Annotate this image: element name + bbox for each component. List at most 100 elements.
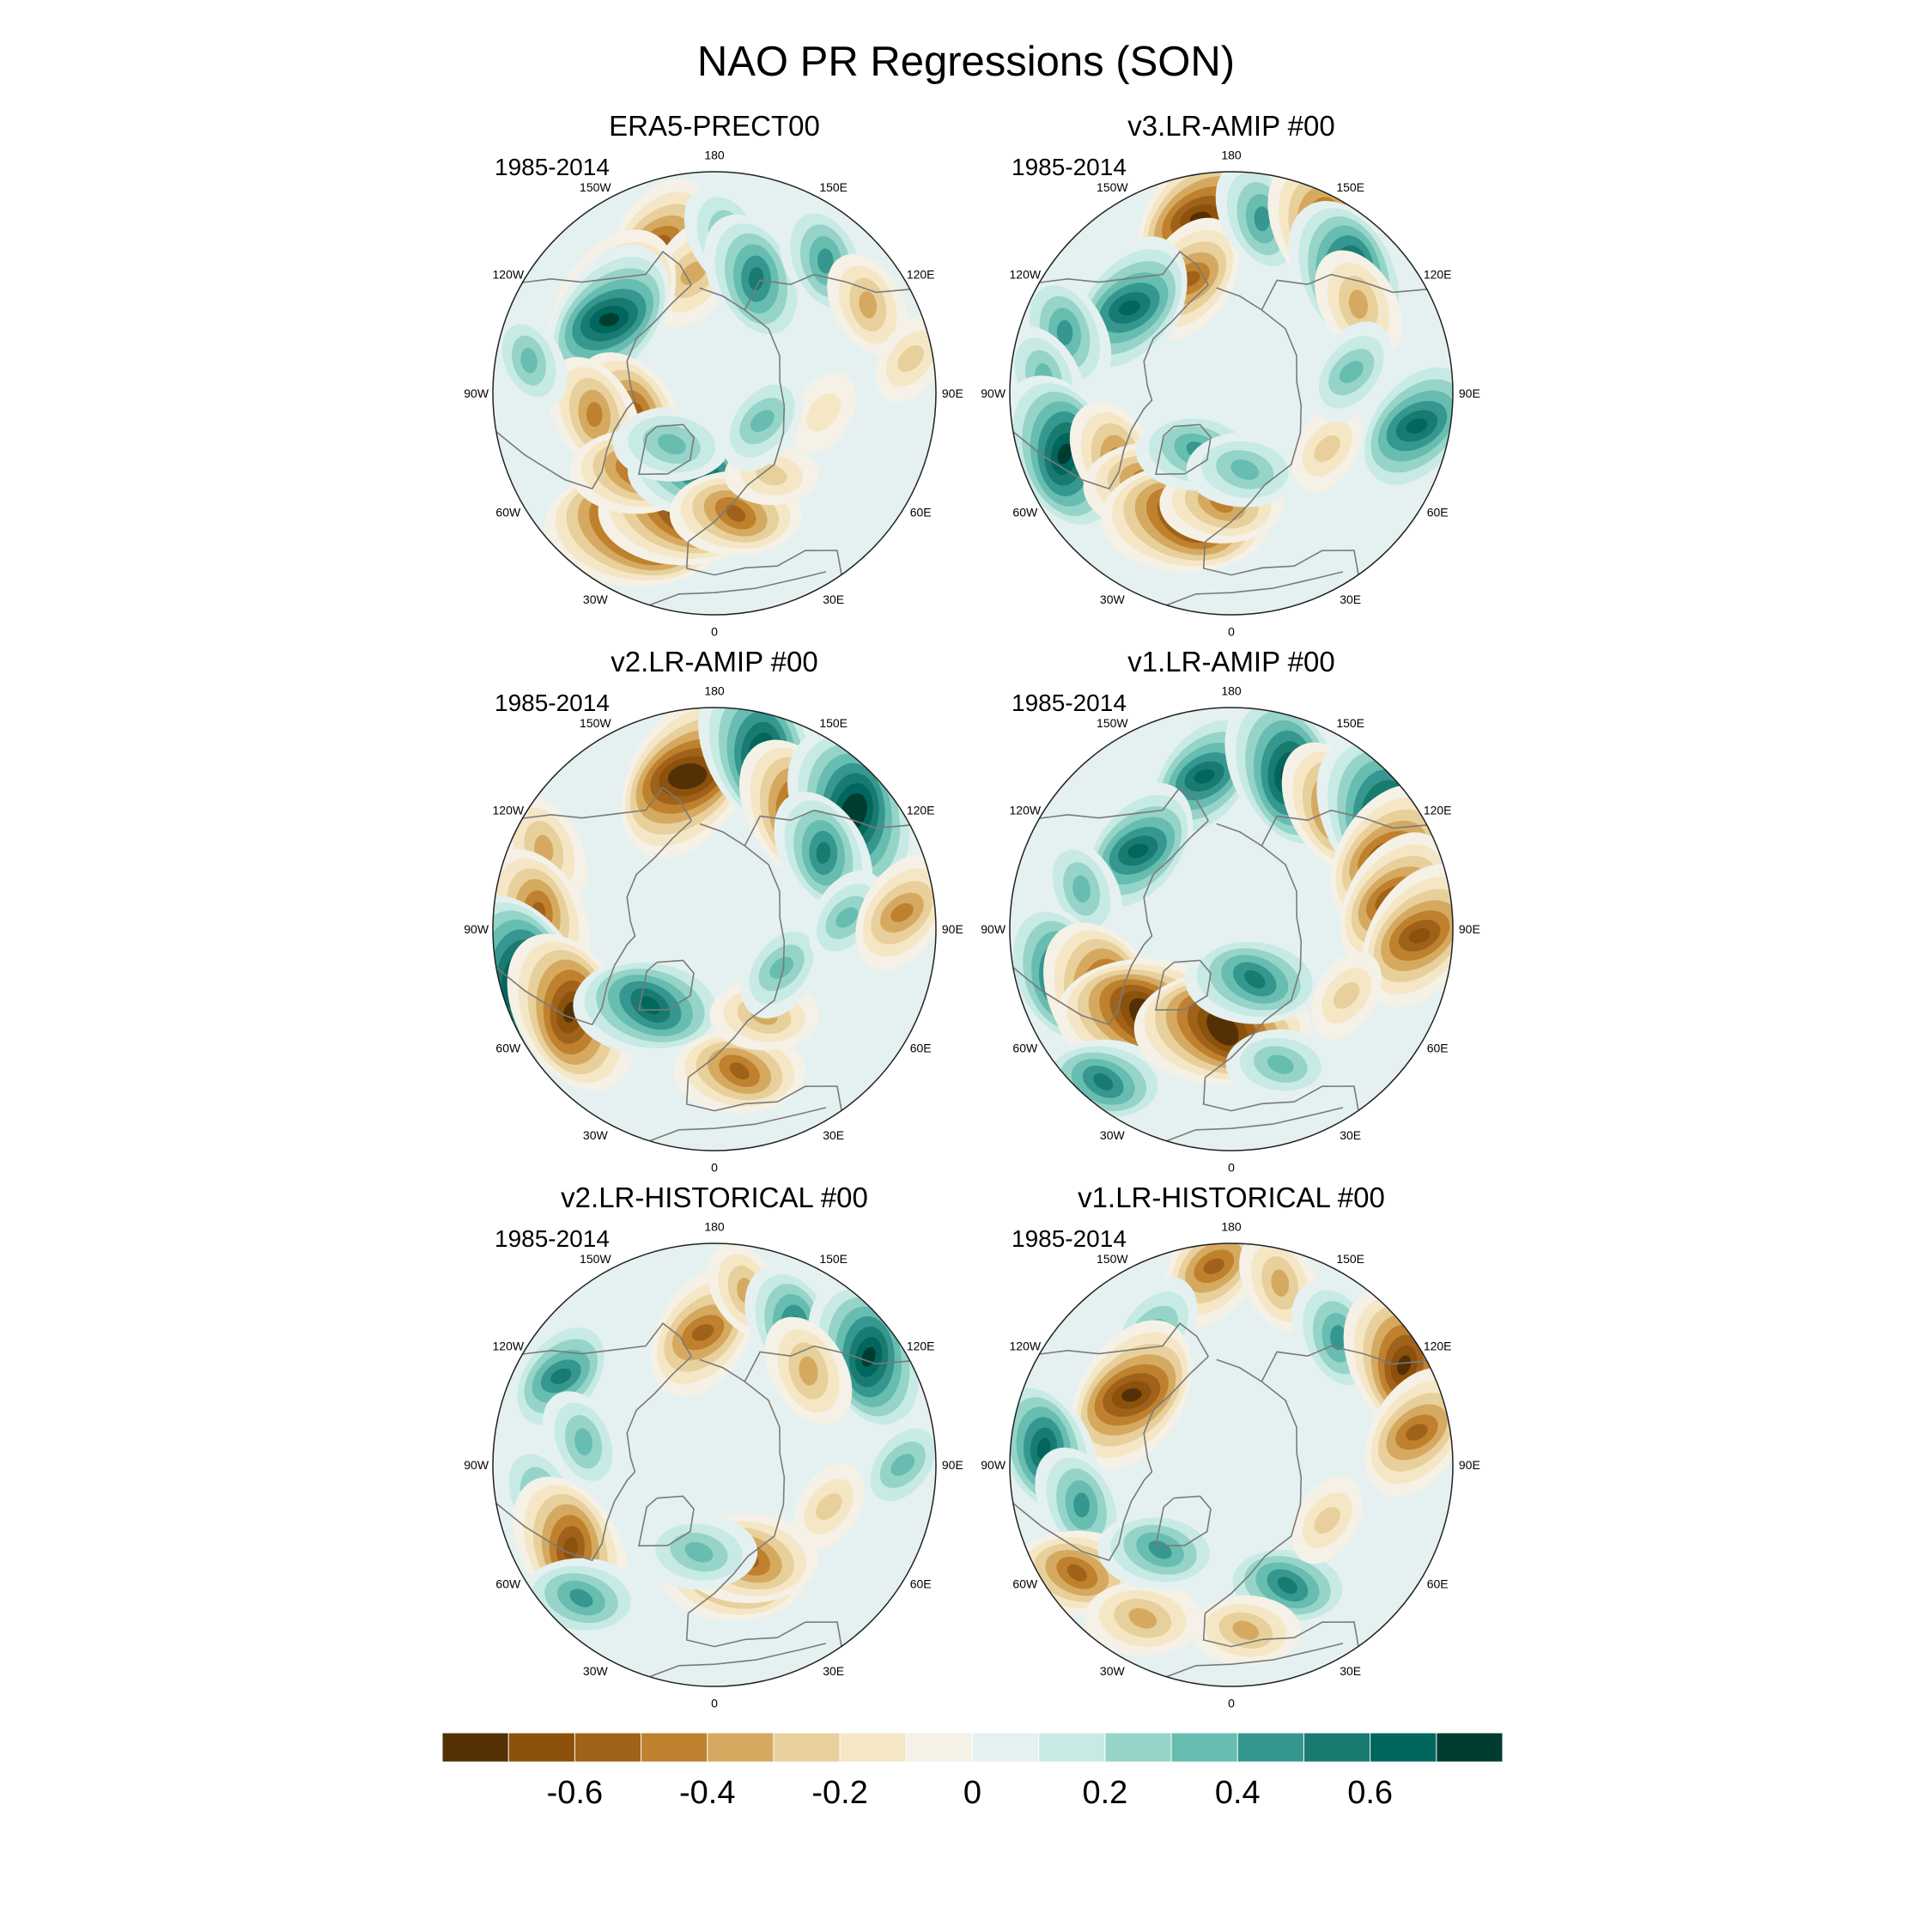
longitude-label: 120W <box>1010 267 1042 281</box>
coastline <box>1202 541 1359 576</box>
longitude-label: 60E <box>910 1042 932 1055</box>
coastline <box>649 571 827 606</box>
longitude-label: 90W <box>464 1458 489 1472</box>
longitude-label: 120W <box>1010 803 1042 817</box>
longitude-label: 0 <box>711 624 718 638</box>
longitude-label: 60W <box>495 1042 521 1055</box>
period-label: 1985-2014 <box>1012 154 1127 180</box>
longitude-label: 150W <box>1097 716 1128 730</box>
longitude-label: 30W <box>1100 1128 1126 1142</box>
longitude-label: 150E <box>1336 180 1364 194</box>
longitude-label: 60W <box>495 1577 521 1591</box>
longitude-label: 150W <box>1097 1252 1128 1266</box>
longitude-label: 90E <box>942 1458 963 1472</box>
coastline <box>1012 820 1209 1026</box>
anomaly-contour <box>1128 1607 1157 1629</box>
anomaly-contour <box>657 434 686 455</box>
longitude-label: 0 <box>711 1696 718 1710</box>
colorbar-tick-label: 0 <box>963 1775 981 1811</box>
period-label: 1985-2014 <box>495 1225 610 1252</box>
anomaly-contour <box>562 1537 578 1559</box>
longitude-label: 90E <box>1459 386 1480 400</box>
colorbar-swatch <box>507 1732 576 1763</box>
colorbar-swatch <box>1104 1732 1173 1763</box>
anomaly-contour <box>1244 969 1266 988</box>
anomaly-contour <box>598 313 620 326</box>
longitude-label: 30E <box>823 1128 844 1142</box>
longitude-label: 150W <box>580 1252 611 1266</box>
colorbar-swatch <box>641 1732 708 1763</box>
anomaly-contour <box>729 1062 750 1080</box>
coastline <box>685 1613 842 1648</box>
map-panel: v1.LR-HISTORICAL #00 1985-2014 180 150E 120E… <box>981 1182 1480 1710</box>
period-label: 1985-2014 <box>1012 1225 1127 1252</box>
anomaly-contour <box>835 907 859 928</box>
coastline <box>495 1356 692 1562</box>
anomaly-contour <box>1271 1269 1290 1297</box>
longitude-label: 0 <box>711 1160 718 1174</box>
coastline <box>1166 571 1344 606</box>
coastline <box>1261 809 1427 847</box>
anomaly-contour <box>756 464 787 486</box>
coastline <box>1166 1643 1344 1678</box>
coastline <box>1155 423 1212 476</box>
panel-title: v1.LR-AMIP #00 <box>1127 646 1335 677</box>
longitude-label: 90E <box>1459 1458 1480 1472</box>
longitude-label: 60W <box>1012 1577 1038 1591</box>
longitude-label: 30E <box>1340 592 1361 606</box>
longitude-label: 150W <box>1097 180 1128 194</box>
longitude-label: 60E <box>1427 1042 1449 1055</box>
anomaly-contour <box>1406 1424 1428 1441</box>
coastline <box>1039 786 1209 822</box>
longitude-label: 150W <box>580 180 611 194</box>
longitude-label: 30W <box>583 592 609 606</box>
longitude-label: 180 <box>1221 1220 1242 1234</box>
panel-title: ERA5-PRECT00 <box>609 110 820 142</box>
colorbar-tick-label: -0.6 <box>547 1775 603 1811</box>
coastline <box>638 1495 695 1547</box>
panel-title: v2.LR-HISTORICAL #00 <box>561 1182 868 1213</box>
anomaly-contour <box>859 290 878 319</box>
longitude-label: 150E <box>1336 1252 1364 1266</box>
colorbar-swatch <box>839 1732 908 1763</box>
coastline <box>522 786 692 822</box>
anomaly-contour <box>1194 769 1215 784</box>
longitude-label: 120W <box>1010 1339 1042 1352</box>
anomaly-contour <box>1314 434 1340 463</box>
panel-title: v1.LR-HISTORICAL #00 <box>1078 1182 1385 1213</box>
anomaly-contour <box>1230 459 1260 480</box>
longitude-label: 60W <box>495 506 521 519</box>
longitude-label: 120E <box>1424 803 1452 817</box>
map-boundary <box>1009 171 1454 616</box>
coastline <box>649 1643 827 1678</box>
regression-field <box>493 1243 936 1686</box>
longitude-label: 180 <box>1221 149 1242 162</box>
longitude-label: 120E <box>907 267 935 281</box>
longitude-label: 150W <box>580 716 611 730</box>
anomaly-contour <box>806 392 841 432</box>
anomaly-contour <box>1057 443 1072 465</box>
longitude-label: 30W <box>583 1664 609 1678</box>
map-boundary <box>492 707 937 1151</box>
coastline <box>522 250 692 286</box>
map-panel: ERA5-PRECT00 1985-2014 180 150E 120E 90E 60E 30… <box>464 110 963 638</box>
longitude-label: 180 <box>704 1220 725 1234</box>
panel-title: v3.LR-AMIP #00 <box>1127 110 1335 142</box>
anomaly-contour <box>586 402 603 428</box>
anomaly-contour <box>1406 418 1428 434</box>
colorbar: -0.6 -0.4 -0.2 0 0.2 0.4 0.6 <box>441 1732 1504 1811</box>
panels: ERA5-PRECT00 1985-2014 180 150E 120E 90E 60E 30… <box>464 110 1480 1710</box>
colorbar-tick-label: 0.6 <box>1347 1775 1393 1811</box>
anomaly-contour <box>691 1324 714 1341</box>
longitude-label: 180 <box>1221 684 1242 698</box>
colorbar-swatch <box>441 1732 510 1763</box>
colorbar-tick-label: 0.4 <box>1215 1775 1261 1811</box>
coastline <box>1012 1356 1209 1562</box>
panel-title: v2.LR-AMIP #00 <box>611 646 818 677</box>
coastline <box>522 1321 692 1358</box>
coastline <box>1261 1345 1427 1382</box>
coastline <box>1039 1321 1209 1358</box>
